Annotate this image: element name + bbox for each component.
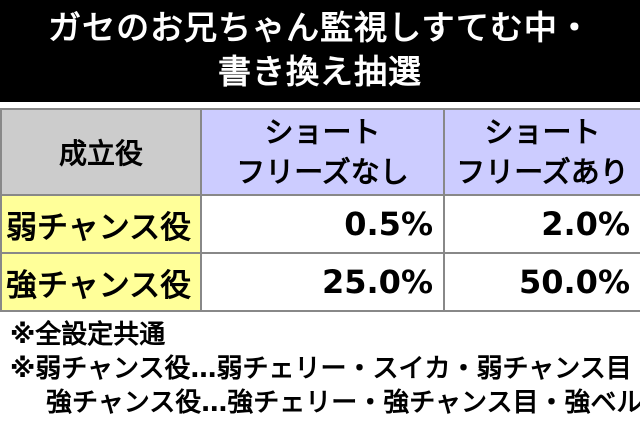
row-label: 弱チャンス役: [0, 194, 202, 254]
header-cell: ショート フリーズあり: [443, 108, 640, 196]
note: ※弱チャンス役…弱チェリー・スイカ・弱チャンス目: [10, 354, 632, 384]
row-label: 強チャンス役: [0, 252, 202, 312]
row: 強チャンス役 25.0% 50.0%: [0, 252, 640, 312]
title: ガセのお兄ちゃん監視しすてむ中・ 書き換え抽選: [0, 0, 640, 102]
cell: 0.5%: [200, 194, 445, 254]
note: ※全設定共通: [10, 320, 166, 350]
table: 成立役 ショート フリーズなし ショート フリーズあり 弱チャンス役 0.5% …: [0, 108, 640, 312]
notes: ※全設定共通 ※弱チャンス役…弱チェリー・スイカ・弱チャンス目 強チャンス役…強…: [10, 318, 640, 420]
cell: 50.0%: [443, 252, 640, 312]
row: 弱チャンス役 0.5% 2.0%: [0, 194, 640, 254]
header-row: 成立役 ショート フリーズなし ショート フリーズあり: [0, 108, 640, 196]
header-cell: 成立役: [0, 108, 202, 196]
cell: 25.0%: [200, 252, 445, 312]
header-cell: ショート フリーズなし: [200, 108, 445, 196]
cell: 2.0%: [443, 194, 640, 254]
note: 強チャンス役…強チェリー・強チャンス目・強ベル: [46, 388, 640, 418]
